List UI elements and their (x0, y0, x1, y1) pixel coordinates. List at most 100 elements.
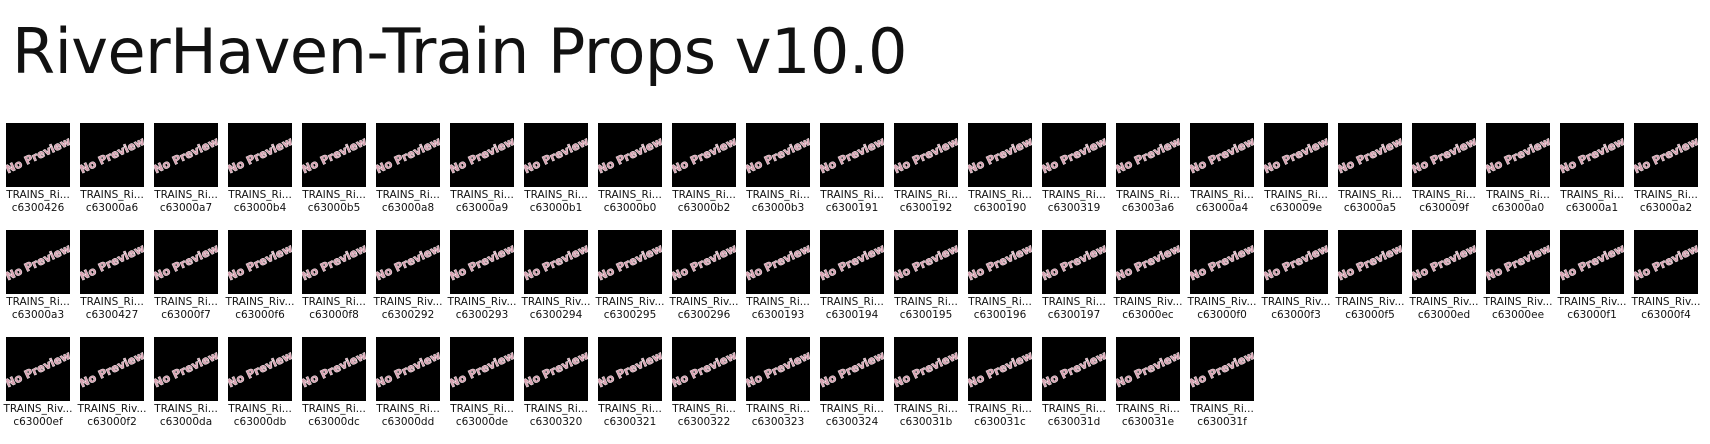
asset-tile[interactable]: No Preview TRAINS_Ri... c63003a6 (1116, 123, 1190, 230)
asset-tile[interactable]: No Preview TRAINS_Riv... c63000f0 (1188, 230, 1264, 337)
asset-tile[interactable]: No Preview TRAINS_Ri... c63000b1 (524, 123, 598, 230)
asset-tile[interactable]: No Preview TRAINS_Riv... c6300296 (670, 230, 746, 337)
no-preview-thumbnail-icon: No Preview (1116, 230, 1180, 294)
asset-tile[interactable]: No Preview TRAINS_Ri... c63000a1 (1560, 123, 1634, 230)
asset-tile[interactable]: No Preview TRAINS_Ri... c63000de (450, 337, 524, 444)
asset-id: c6300193 (751, 309, 805, 321)
asset-tile[interactable]: No Preview TRAINS_Riv... c63000f2 (78, 337, 154, 444)
asset-tile[interactable]: No Preview TRAINS_Riv... c63000f6 (226, 230, 302, 337)
asset-tile[interactable]: No Preview TRAINS_Ri... c630031d (1042, 337, 1116, 444)
asset-tile[interactable]: No Preview TRAINS_Ri... c63000da (154, 337, 228, 444)
no-preview-thumbnail-icon: No Preview (820, 230, 884, 294)
asset-tile[interactable]: No Preview TRAINS_Ri... c63000b0 (598, 123, 672, 230)
asset-tile[interactable]: No Preview TRAINS_Ri... c6300320 (524, 337, 598, 444)
asset-tile[interactable]: No Preview TRAINS_Ri... c63000a0 (1486, 123, 1560, 230)
asset-name: TRAINS_Ri... (1116, 403, 1180, 415)
asset-tile[interactable]: No Preview TRAINS_Ri... c63000dc (302, 337, 376, 444)
asset-tile[interactable]: No Preview TRAINS_Ri... c6300427 (80, 230, 154, 337)
asset-name: TRAINS_Ri... (6, 189, 70, 201)
asset-tile[interactable]: No Preview TRAINS_Riv... c6300295 (596, 230, 672, 337)
asset-id: c6300320 (529, 416, 583, 428)
no-preview-thumbnail-icon: No Preview (1042, 123, 1106, 187)
asset-id: c63000a3 (11, 309, 65, 321)
asset-id: c630031b (899, 416, 953, 428)
asset-name: TRAINS_Riv... (447, 296, 517, 308)
no-preview-thumbnail-icon: No Preview (746, 337, 810, 401)
asset-tile[interactable]: No Preview TRAINS_Ri... c6300197 (1042, 230, 1116, 337)
asset-id: c6300294 (529, 309, 583, 321)
asset-tile[interactable]: No Preview TRAINS_Ri... c63000a5 (1338, 123, 1412, 230)
asset-name: TRAINS_Ri... (524, 189, 588, 201)
asset-tile[interactable]: No Preview TRAINS_Ri... c63000a4 (1190, 123, 1264, 230)
asset-tile[interactable]: No Preview TRAINS_Ri... c630009e (1264, 123, 1338, 230)
asset-tile[interactable]: No Preview TRAINS_Ri... c6300195 (894, 230, 968, 337)
asset-tile[interactable]: No Preview TRAINS_Ri... c6300322 (672, 337, 746, 444)
asset-tile[interactable]: No Preview TRAINS_Ri... c6300324 (820, 337, 894, 444)
asset-tile[interactable]: No Preview TRAINS_Ri... c6300192 (894, 123, 968, 230)
no-preview-thumbnail-icon: No Preview (1264, 230, 1328, 294)
asset-tile[interactable]: No Preview TRAINS_Ri... c63000a7 (154, 123, 228, 230)
no-preview-thumbnail-icon: No Preview (80, 337, 144, 401)
asset-id: c63003a6 (1121, 202, 1175, 214)
asset-tile[interactable]: No Preview TRAINS_Ri... c6300319 (1042, 123, 1116, 230)
asset-tile[interactable]: No Preview TRAINS_Ri... c63000a9 (450, 123, 524, 230)
asset-id: c630009f (1419, 202, 1469, 214)
asset-name: TRAINS_Ri... (1042, 403, 1106, 415)
asset-tile[interactable]: No Preview TRAINS_Ri... c63000a8 (376, 123, 450, 230)
asset-name: TRAINS_Riv... (1557, 296, 1627, 308)
asset-tile[interactable]: No Preview TRAINS_Riv... c6300292 (374, 230, 450, 337)
asset-tile[interactable]: No Preview TRAINS_Ri... c6300190 (968, 123, 1042, 230)
no-preview-thumbnail-icon: No Preview (6, 123, 70, 187)
asset-tile[interactable]: No Preview TRAINS_Riv... c63000ed (1410, 230, 1486, 337)
asset-tile[interactable]: No Preview TRAINS_Ri... c630031c (968, 337, 1042, 444)
asset-name: TRAINS_Riv... (1335, 296, 1405, 308)
no-preview-thumbnail-icon: No Preview (1190, 123, 1254, 187)
asset-tile[interactable]: No Preview TRAINS_Ri... c630031e (1116, 337, 1190, 444)
asset-tile[interactable]: No Preview TRAINS_Riv... c6300294 (522, 230, 598, 337)
asset-tile[interactable]: No Preview TRAINS_Ri... c63000db (228, 337, 302, 444)
asset-tile[interactable]: No Preview TRAINS_Ri... c6300426 (6, 123, 80, 230)
asset-tile[interactable]: No Preview TRAINS_Ri... c6300196 (968, 230, 1042, 337)
asset-tile[interactable]: No Preview TRAINS_Ri... c6300193 (746, 230, 820, 337)
asset-tile[interactable]: No Preview TRAINS_Ri... c63000b5 (302, 123, 376, 230)
asset-tile[interactable]: No Preview TRAINS_Ri... c63000a2 (1634, 123, 1708, 230)
asset-tile[interactable]: No Preview TRAINS_Ri... c6300321 (598, 337, 672, 444)
asset-tile[interactable]: No Preview TRAINS_Ri... c6300191 (820, 123, 894, 230)
asset-id: c63000b5 (307, 202, 361, 214)
asset-tile[interactable]: No Preview TRAINS_Riv... c63000ee (1484, 230, 1560, 337)
asset-tile[interactable]: No Preview TRAINS_Riv... c6300293 (448, 230, 524, 337)
asset-tile[interactable]: No Preview TRAINS_Ri... c63000b2 (672, 123, 746, 230)
asset-tile[interactable]: No Preview TRAINS_Riv... c63000f1 (1558, 230, 1634, 337)
asset-id: c6300321 (603, 416, 657, 428)
asset-id: c63000f2 (87, 416, 137, 428)
asset-tile[interactable]: No Preview TRAINS_Ri... c63000dd (376, 337, 450, 444)
asset-tile[interactable]: No Preview TRAINS_Riv... c63000f5 (1336, 230, 1412, 337)
asset-tile[interactable]: No Preview TRAINS_Ri... c630031f (1190, 337, 1264, 444)
no-preview-thumbnail-icon: No Preview (1338, 123, 1402, 187)
asset-tile[interactable]: No Preview TRAINS_Riv... c63000f3 (1262, 230, 1338, 337)
asset-tile[interactable]: No Preview TRAINS_Riv... c63000f4 (1632, 230, 1708, 337)
asset-name: TRAINS_Ri... (1190, 403, 1254, 415)
asset-name: TRAINS_Ri... (154, 296, 218, 308)
asset-tile[interactable]: No Preview TRAINS_Ri... c6300194 (820, 230, 894, 337)
asset-tile[interactable]: No Preview TRAINS_Ri... c63000f7 (154, 230, 228, 337)
asset-tile[interactable]: No Preview TRAINS_Ri... c6300323 (746, 337, 820, 444)
asset-tile[interactable]: No Preview TRAINS_Ri... c630031b (894, 337, 968, 444)
asset-id: c63000ef (13, 416, 63, 428)
asset-id: c63000dc (308, 416, 360, 428)
asset-tile[interactable]: No Preview TRAINS_Ri... c63000a6 (80, 123, 154, 230)
asset-tile[interactable]: No Preview TRAINS_Ri... c63000b4 (228, 123, 302, 230)
asset-name: TRAINS_Ri... (894, 189, 958, 201)
no-preview-thumbnail-icon: No Preview (968, 123, 1032, 187)
asset-tile[interactable]: No Preview TRAINS_Ri... c63000a3 (6, 230, 80, 337)
asset-tile[interactable]: No Preview TRAINS_Ri... c63000f8 (302, 230, 376, 337)
no-preview-thumbnail-icon: No Preview (1190, 230, 1254, 294)
asset-tile[interactable]: No Preview TRAINS_Riv... c63000ec (1114, 230, 1190, 337)
asset-tile[interactable]: No Preview TRAINS_Riv... c63000ef (4, 337, 80, 444)
asset-name: TRAINS_Riv... (1113, 296, 1183, 308)
asset-tile[interactable]: No Preview TRAINS_Ri... c630009f (1412, 123, 1486, 230)
asset-tile[interactable]: No Preview TRAINS_Ri... c63000b3 (746, 123, 820, 230)
asset-name: TRAINS_Ri... (1190, 189, 1254, 201)
asset-name: TRAINS_Riv... (595, 296, 665, 308)
asset-id: c6300197 (1047, 309, 1101, 321)
